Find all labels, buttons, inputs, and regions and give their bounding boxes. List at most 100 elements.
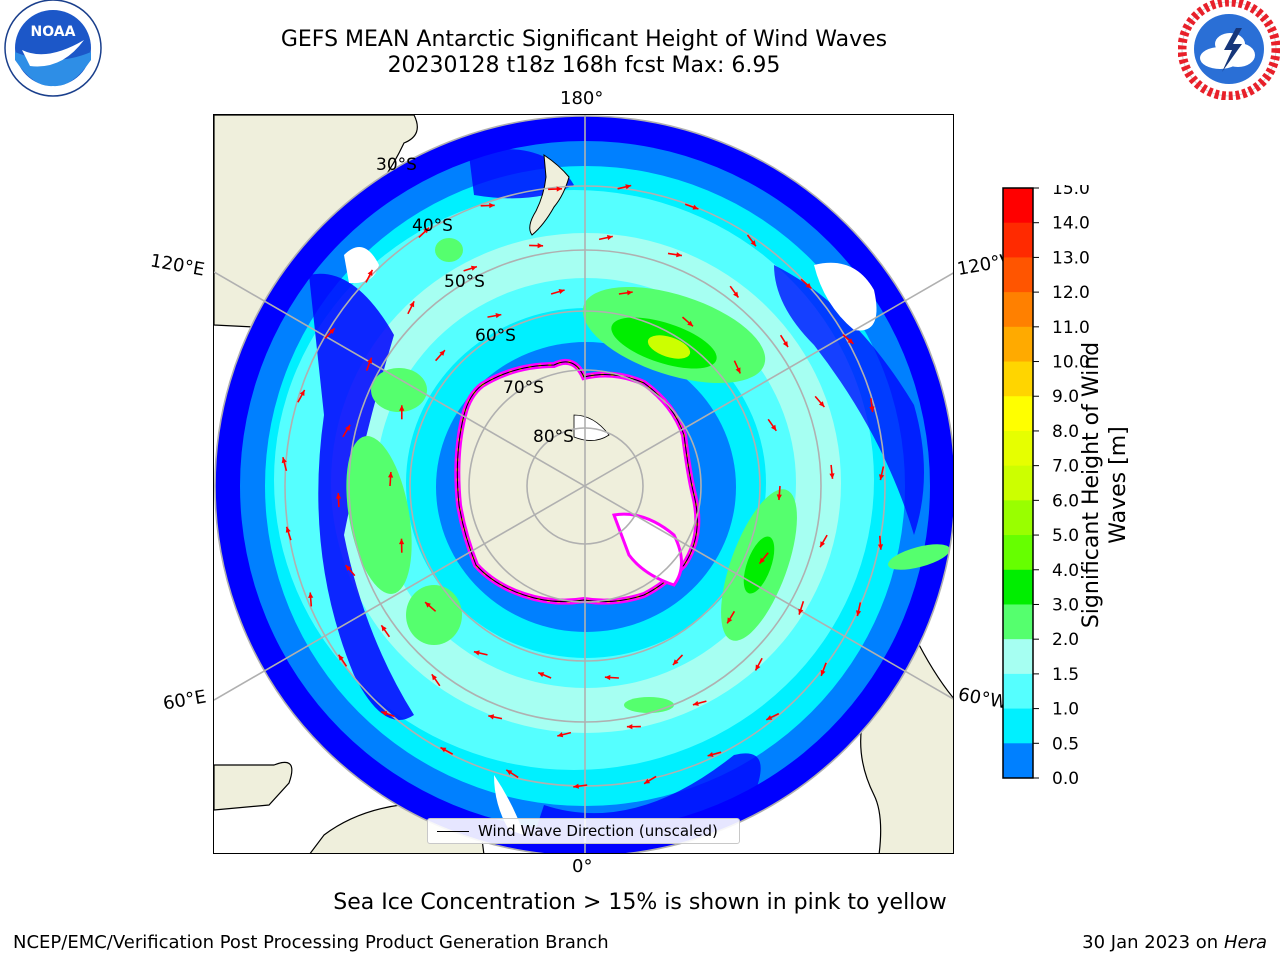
chart-subtitle: 20230128 t18z 168h fcst Max: 6.95 bbox=[387, 53, 781, 78]
wave-arrow-head bbox=[798, 608, 804, 615]
wave-arrow-head bbox=[707, 752, 714, 757]
lat-label-70s: 70°S bbox=[503, 378, 544, 398]
wave-arrow-head bbox=[423, 227, 429, 234]
nws-logo bbox=[1178, 0, 1280, 100]
wave-arrow-head bbox=[672, 659, 679, 665]
colorbar-tick-label: 11.0 bbox=[1052, 318, 1090, 338]
colorbar-tick-label: 6.0 bbox=[1052, 491, 1079, 511]
wave-arrow-head bbox=[879, 474, 885, 481]
wave-arrow-head bbox=[439, 350, 445, 356]
wave-arrow-head bbox=[759, 557, 765, 564]
wave-arrow-head bbox=[495, 313, 502, 319]
new-zealand bbox=[529, 154, 570, 236]
colorbar-tick-label: 7.0 bbox=[1052, 457, 1079, 477]
wave-arrow-head bbox=[471, 265, 477, 271]
wave-arrow-head bbox=[856, 610, 862, 617]
wave-arrow-head bbox=[626, 724, 633, 730]
colorbar-tick-label: 15.0 bbox=[1052, 185, 1090, 199]
legend: Wind Wave Direction (unscaled) bbox=[427, 818, 740, 844]
wave-arrow-head bbox=[335, 493, 342, 499]
wave-arrow-head bbox=[782, 341, 788, 348]
colorbar-tick-label: 1.5 bbox=[1052, 665, 1079, 685]
lat-label-30s: 30°S bbox=[376, 155, 417, 175]
colorbar-tick-label: 0.0 bbox=[1052, 769, 1079, 785]
wave-arrow-head bbox=[818, 401, 825, 407]
colorbar: 15.0 14.0 13.0 12.0 11.0 10.0 9.0 8.0 7.0 6.0 5.0 4… bbox=[1002, 185, 1090, 785]
wave-arrow-head bbox=[644, 778, 651, 784]
wave-arrow-head bbox=[877, 544, 884, 550]
wave-arrow-head bbox=[573, 783, 579, 789]
wave-arrow-head bbox=[750, 240, 756, 247]
wave-arrow-head bbox=[829, 473, 835, 479]
footer-credit: NCEP/EMC/Verification Post Processing Pr… bbox=[13, 932, 609, 953]
colorbar-cell bbox=[1003, 430, 1033, 467]
lon-label-60e: 60°E bbox=[161, 686, 208, 715]
wave-arrow-head bbox=[820, 669, 826, 676]
wave-arrow-head bbox=[692, 700, 699, 706]
noaa-logo: NOAA bbox=[4, 0, 102, 97]
wave-arrow-head bbox=[625, 184, 632, 190]
chart-title: GEFS MEAN Antarctic Significant Height o… bbox=[280, 27, 888, 52]
lon-label-180: 180° bbox=[560, 88, 604, 109]
wave-arrow-head bbox=[338, 654, 344, 661]
colorbar-cell bbox=[1003, 743, 1033, 779]
wave-arrow-head bbox=[755, 664, 761, 671]
colorbar-cell bbox=[1003, 500, 1033, 536]
wave-arrow-head bbox=[388, 472, 394, 478]
wave-arrow-head bbox=[489, 202, 495, 209]
colorbar-tick-label: 1.0 bbox=[1052, 700, 1079, 720]
wave-arrow-head bbox=[556, 186, 563, 192]
wave-arrow-head bbox=[399, 538, 405, 545]
colorbar-tick-label: 0.5 bbox=[1052, 734, 1079, 754]
colorbar-cell bbox=[1003, 188, 1033, 224]
colorbar-cell bbox=[1003, 604, 1033, 640]
wave-arrow-head bbox=[381, 625, 387, 632]
colorbar-cell bbox=[1003, 465, 1033, 501]
colorbar-cell bbox=[1003, 222, 1033, 258]
wave-arrow-head bbox=[627, 290, 633, 296]
wave-arrow-head bbox=[538, 672, 545, 678]
colorbar-tick-label: 13.0 bbox=[1052, 248, 1090, 268]
colorbar-cell bbox=[1003, 639, 1033, 675]
map-panel: 30°S 40°S 50°S 60°S 70°S 80°S bbox=[213, 114, 954, 854]
colorbar-tick-label: 3.0 bbox=[1052, 595, 1079, 615]
wind-wave-arrows bbox=[281, 184, 885, 789]
lon-label-120e: 120°E bbox=[148, 250, 207, 281]
wave-arrow-head bbox=[431, 674, 437, 681]
footer-host: Hera bbox=[1223, 932, 1267, 953]
wave-arrow-head bbox=[687, 320, 693, 327]
legend-label: Wind Wave Direction (unscaled) bbox=[478, 822, 718, 840]
colorbar-tick-label: 2.0 bbox=[1052, 630, 1079, 650]
wave-arrow-head bbox=[604, 674, 611, 681]
wave-arrow-head bbox=[776, 494, 782, 500]
colorbar-cell bbox=[1003, 569, 1033, 605]
wave-arrow-head bbox=[329, 328, 335, 334]
colorbar-cell bbox=[1003, 396, 1033, 432]
wave-arrow-head bbox=[399, 405, 405, 411]
colorbar-tick-label: 12.0 bbox=[1052, 283, 1090, 303]
wave-arrow-head bbox=[771, 424, 777, 431]
wave-arrow-head bbox=[558, 289, 565, 294]
wave-arrow-head bbox=[308, 592, 314, 598]
wave-arrow-head bbox=[735, 367, 741, 374]
colorbar-cell bbox=[1003, 257, 1033, 293]
colorbar-title-line1: Significant Height of Wind bbox=[1079, 341, 1104, 629]
wave-arrow-head bbox=[281, 457, 287, 464]
wave-arrow-head bbox=[537, 243, 544, 249]
wave-arrow-head bbox=[607, 235, 613, 241]
wave-arrow-head bbox=[733, 291, 739, 298]
wave-arrow-head bbox=[488, 714, 495, 720]
wave-arrow-head bbox=[820, 541, 825, 548]
wave-arrow-head bbox=[805, 283, 812, 289]
colorbar-cell bbox=[1003, 292, 1033, 328]
colorbar-tick-label: 4.0 bbox=[1052, 561, 1079, 581]
wave-arrow-head bbox=[506, 769, 513, 775]
lat-label-40s: 40°S bbox=[412, 216, 453, 236]
wave-arrow-head bbox=[345, 424, 351, 431]
wave-arrow-head bbox=[409, 301, 415, 308]
colorbar-tick-label: 9.0 bbox=[1052, 387, 1079, 407]
sea-ice-note: Sea Ice Concentration > 15% is shown in … bbox=[333, 890, 947, 915]
lon-label-120w: 120°W bbox=[955, 250, 1007, 281]
colorbar-title-line2: Waves [m] bbox=[1106, 426, 1131, 544]
wave-arrow-head bbox=[727, 617, 733, 624]
